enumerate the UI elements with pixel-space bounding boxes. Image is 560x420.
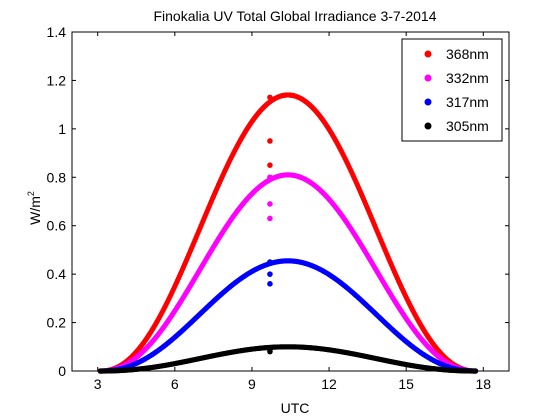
y-axis-label-main: W/m — [27, 196, 43, 225]
x-tick-label: 3 — [94, 376, 102, 392]
x-tick-label: 18 — [476, 376, 492, 392]
legend-marker — [424, 122, 432, 130]
y-tick-label: 1.2 — [47, 72, 67, 88]
legend-label: 332nm — [446, 70, 489, 86]
series-305nm — [97, 344, 479, 374]
x-axis-label: UTC — [281, 400, 310, 416]
y-axis-label: W/m2 — [26, 191, 43, 225]
legend-marker — [424, 74, 432, 82]
series-layer — [97, 92, 479, 374]
x-tick-label: 9 — [248, 376, 256, 392]
y-tick-label: 0.4 — [47, 266, 67, 282]
outlier-point — [267, 348, 273, 355]
outlier-point — [267, 94, 273, 101]
y-tick-label: 1 — [58, 121, 66, 137]
legend-marker — [424, 98, 432, 106]
outlier-point — [267, 162, 273, 168]
outlier-point — [267, 271, 273, 277]
y-tick-label: 1.4 — [47, 24, 67, 40]
legend-marker — [424, 50, 432, 58]
outlier-point — [267, 138, 273, 144]
y-tick-label: 0.2 — [47, 315, 67, 331]
outlier-point — [267, 201, 273, 207]
y-axis-label-superscript: 2 — [26, 191, 36, 196]
legend-label: 305nm — [446, 118, 489, 134]
outlier-point — [267, 174, 273, 181]
legend-label: 317nm — [446, 94, 489, 110]
x-tick-label: 6 — [171, 376, 179, 392]
legend: 368nm 332nm 317nm 305nm — [401, 38, 503, 142]
outlier-point — [267, 259, 273, 265]
y-tick-label: 0 — [58, 363, 66, 379]
legend-box — [401, 38, 503, 142]
y-tick-label: 0.6 — [47, 218, 67, 234]
y-tick-label: 0.8 — [47, 169, 67, 185]
chart-title: Finokalia UV Total Global Irradiance 3-7… — [153, 8, 436, 24]
x-tick-label: 15 — [398, 376, 414, 392]
x-tick-label: 12 — [321, 376, 337, 392]
outlier-point — [267, 281, 273, 287]
legend-label: 368nm — [446, 46, 489, 62]
outlier-point — [267, 215, 273, 222]
axes-box — [71, 31, 510, 372]
ticks-layer: 3 6 9 12 15 18 0 0.2 0.4 0.6 0.8 1 1.2 1.4 — [47, 24, 509, 392]
